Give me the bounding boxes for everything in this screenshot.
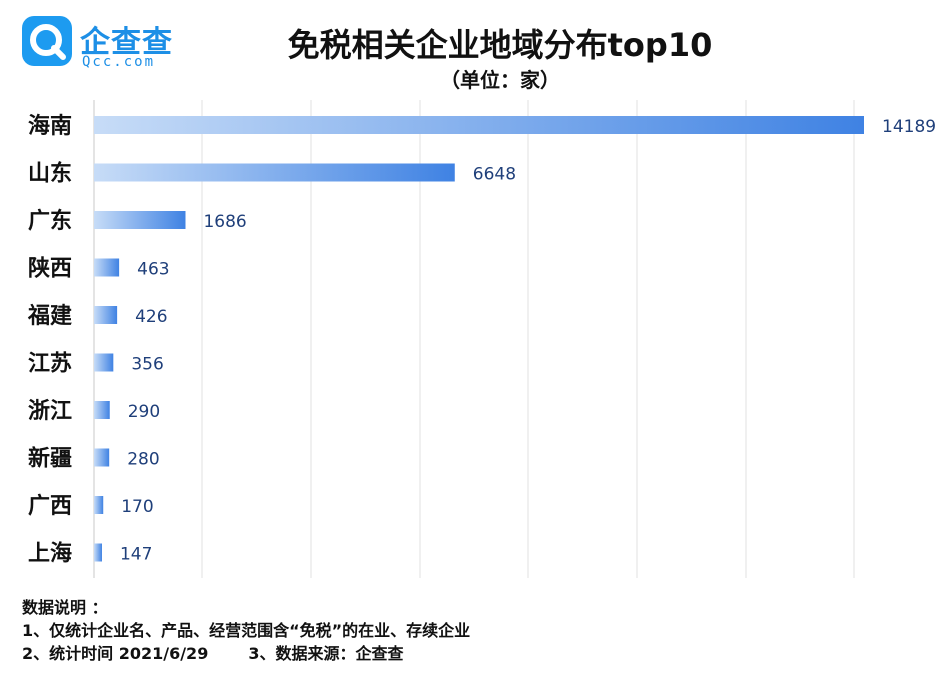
category-label: 福建 xyxy=(27,304,72,329)
category-label: 海南 xyxy=(28,113,72,139)
chart-subtitle: （单位：家） xyxy=(440,68,560,92)
bar xyxy=(94,353,114,372)
value-label: 290 xyxy=(128,402,160,422)
bar xyxy=(94,496,104,514)
bar xyxy=(94,401,110,419)
category-label: 山东 xyxy=(28,161,72,187)
value-label: 1686 xyxy=(203,212,246,232)
bar xyxy=(94,258,120,277)
category-label: 新疆 xyxy=(28,446,72,472)
value-label: 426 xyxy=(135,307,167,327)
value-label: 14189 xyxy=(882,117,936,137)
data-notes: 数据说明 ： 1、仅统计企业名、产品、经营范围含“免税”的在业、存续企业 2、统… xyxy=(22,596,470,665)
category-label: 江苏 xyxy=(28,351,72,377)
category-label: 陕西 xyxy=(28,257,72,282)
bar xyxy=(94,448,110,467)
category-label: 广东 xyxy=(28,208,72,234)
value-label: 170 xyxy=(121,497,153,517)
chart-title: 免税相关企业地域分布top10 xyxy=(287,26,713,64)
bar xyxy=(94,116,864,134)
value-label: 463 xyxy=(137,260,169,280)
value-label: 147 xyxy=(120,545,152,565)
note-row: 2、统计时间 2021/6/29 3、数据来源：企查查 xyxy=(22,642,470,665)
value-label: 6648 xyxy=(473,165,516,185)
value-label: 280 xyxy=(127,450,159,470)
bar xyxy=(94,306,118,324)
qcc-logo-icon xyxy=(22,16,72,66)
note-source: 3、数据来源：企查查 xyxy=(248,644,404,663)
category-label: 浙江 xyxy=(28,399,72,424)
brand-logo: 企查查 Qcc.com xyxy=(22,16,192,76)
category-label: 广西 xyxy=(28,493,72,519)
bar xyxy=(94,543,102,562)
value-label: 356 xyxy=(131,355,163,375)
note-date: 2、统计时间 2021/6/29 xyxy=(22,644,209,663)
bar xyxy=(94,211,186,229)
brand-domain: Qcc.com xyxy=(82,54,156,70)
bar xyxy=(94,163,455,182)
brand-name: 企查查 xyxy=(80,25,173,60)
note-scope: 1、仅统计企业名、产品、经营范围含“免税”的在业、存续企业 xyxy=(22,621,471,640)
notes-heading: 数据说明 ： xyxy=(22,598,108,617)
category-label: 上海 xyxy=(28,541,72,567)
